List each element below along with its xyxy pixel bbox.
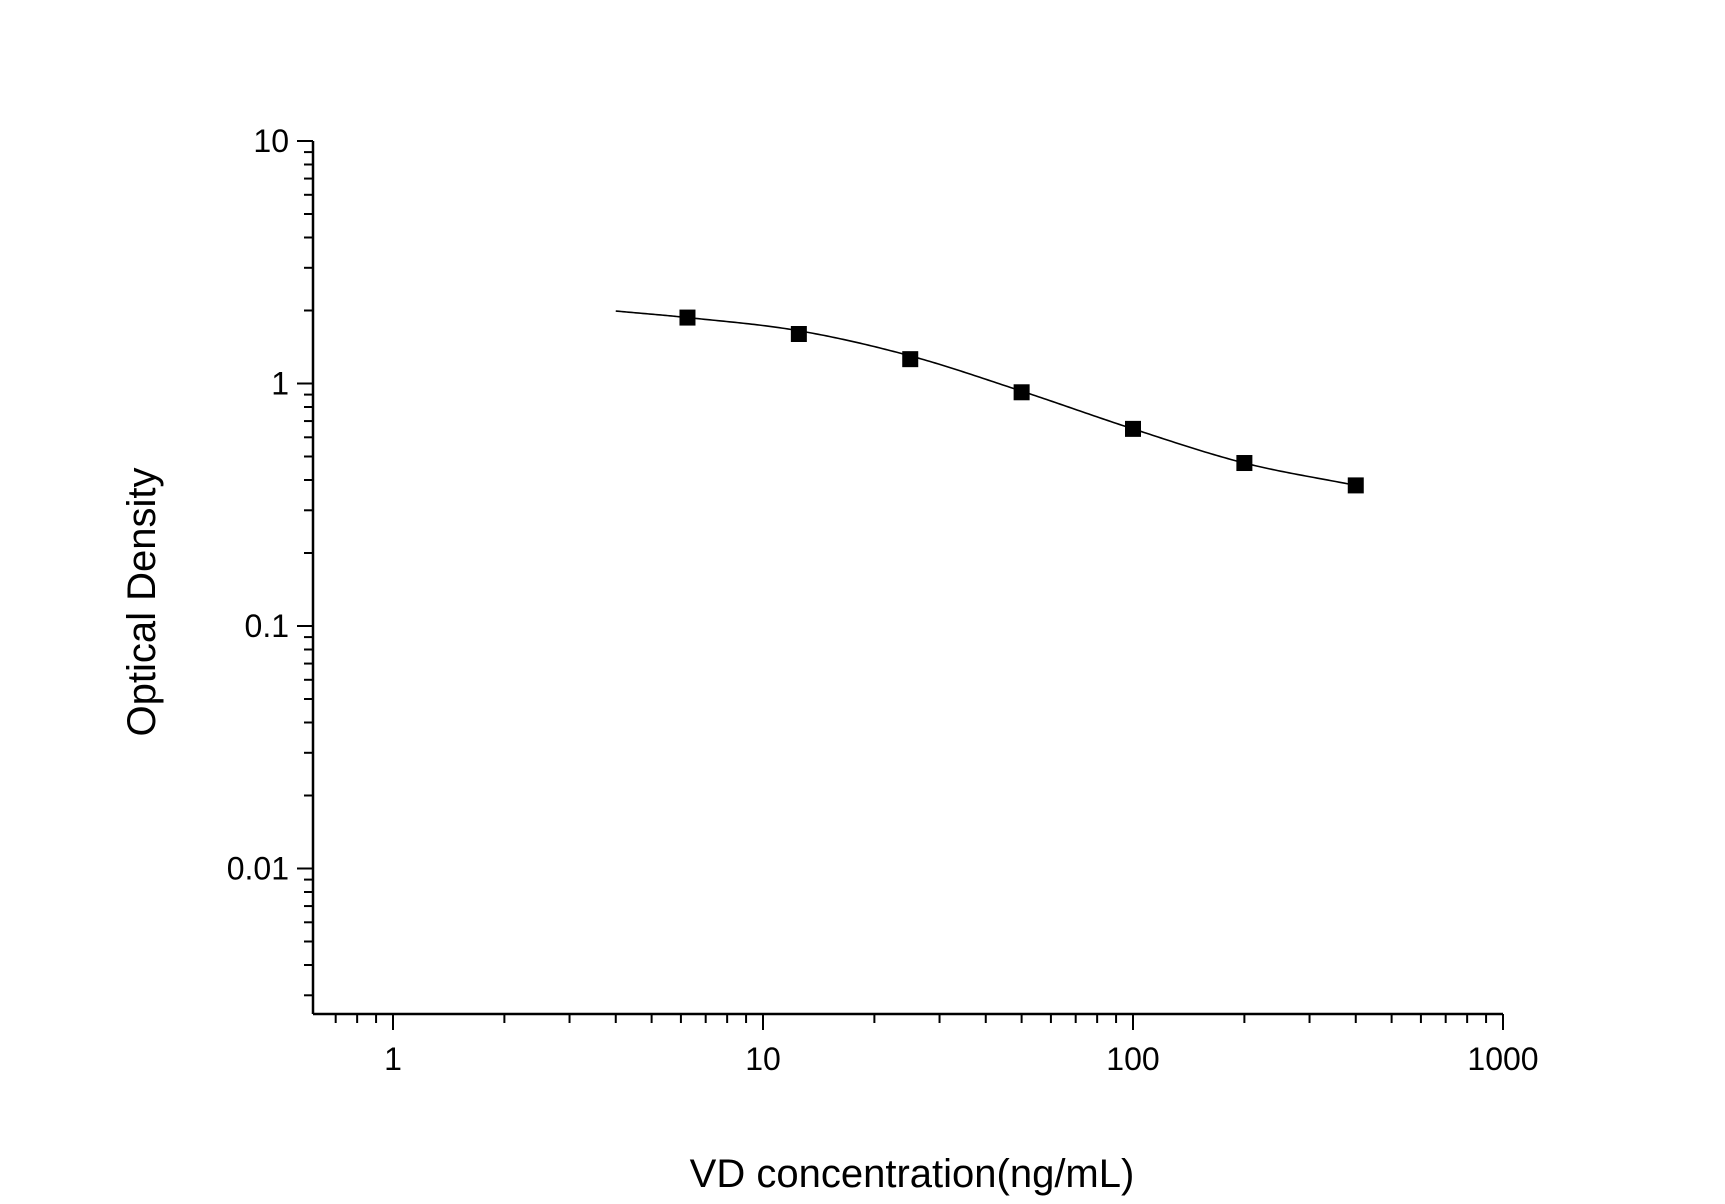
x-tick-label: 1	[384, 1041, 402, 1077]
y-tick-label: 10	[253, 123, 289, 159]
axes	[311, 141, 1503, 1016]
y-tick-label: 1	[271, 366, 289, 402]
y-axis-title: Optical Density	[120, 468, 164, 737]
y-axis-ticks: 0.01 0.1 1 10	[227, 123, 313, 997]
data-point	[1125, 420, 1141, 437]
data-point	[902, 351, 919, 368]
data-points-layer	[679, 309, 1364, 494]
fit-curve	[615, 310, 1356, 487]
data-point	[1347, 477, 1364, 494]
data-point	[1236, 455, 1253, 472]
data-point	[1013, 384, 1030, 401]
data-point	[679, 309, 696, 326]
y-tick-label: 0.01	[227, 851, 289, 887]
x-tick-label: 1000	[1467, 1041, 1538, 1077]
fit-curve-layer	[615, 310, 1356, 487]
y-tick-label: 0.1	[245, 608, 289, 644]
x-axis-ticks: 1 10 100 1000	[334, 1014, 1539, 1077]
x-tick-label: 100	[1106, 1041, 1159, 1077]
data-point	[790, 326, 807, 343]
x-axis-title: VD concentration(ng/mL)	[690, 1152, 1135, 1196]
x-tick-label: 10	[745, 1041, 781, 1077]
